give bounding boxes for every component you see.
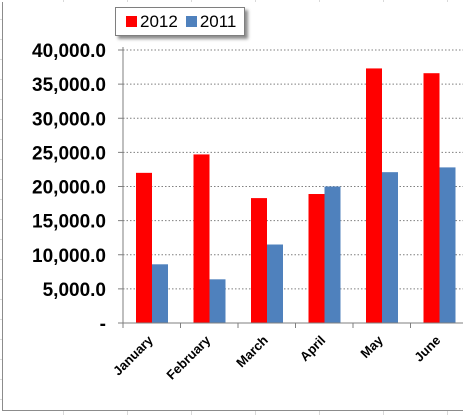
gridlines bbox=[123, 49, 463, 290]
y-tick-label: 10,000.0 bbox=[32, 246, 106, 267]
bar-2012-may bbox=[366, 68, 382, 324]
bar-2011-february bbox=[209, 279, 226, 323]
bar-2011-june bbox=[439, 167, 456, 323]
bar-2012-march bbox=[251, 198, 267, 323]
x-tick-label-april: April bbox=[297, 333, 329, 365]
axes bbox=[118, 47, 463, 328]
bar-2012-june bbox=[423, 73, 440, 323]
bar-2011-january bbox=[152, 264, 168, 323]
y-tick-label: 20,000.0 bbox=[32, 178, 106, 199]
y-tick-label: 35,000.0 bbox=[32, 75, 106, 96]
bar-2012-january bbox=[136, 172, 152, 323]
legend-entry-2011: 2011 bbox=[185, 11, 237, 32]
legend-swatch-2012 bbox=[126, 16, 137, 27]
legend-label-2011: 2011 bbox=[199, 11, 237, 31]
y-tick-label: 25,000.0 bbox=[32, 143, 106, 164]
y-tick-labels: - 5,000.0 10,000.0 15,000.0 20,000.0 25,000.0… bbox=[32, 41, 106, 335]
bar-2011-april bbox=[324, 186, 341, 323]
bar-2011-may bbox=[382, 172, 398, 323]
y-tick-label: 15,000.0 bbox=[32, 212, 106, 233]
x-tick-label-june: June bbox=[411, 333, 443, 365]
x-tick-label-january: January bbox=[110, 332, 156, 378]
bar-2012-february bbox=[193, 154, 210, 323]
y-tick-label: 30,000.0 bbox=[32, 109, 106, 130]
y-tick-label: - bbox=[100, 314, 106, 335]
bar-2012-april bbox=[308, 194, 325, 323]
x-tick-label-may: May bbox=[357, 332, 386, 361]
legend-swatch-2011 bbox=[185, 16, 197, 27]
bars bbox=[136, 68, 456, 324]
y-tick-label: 5,000.0 bbox=[43, 280, 106, 301]
y-tick-label: 40,000.0 bbox=[32, 41, 106, 62]
x-tick-label-march: March bbox=[233, 332, 271, 370]
bar-2011-march bbox=[267, 244, 283, 323]
x-tick-labels: January February March April May June bbox=[110, 332, 443, 382]
legend[interactable]: 2012 2011 bbox=[115, 7, 246, 36]
x-tick-label-february: February bbox=[163, 332, 213, 382]
legend-label-2012: 2012 bbox=[140, 11, 178, 31]
bar-chart: - 5,000.0 10,000.0 15,000.0 20,000.0 25,000.0… bbox=[32, 41, 463, 382]
legend-entry-2012: 2012 bbox=[126, 12, 178, 32]
